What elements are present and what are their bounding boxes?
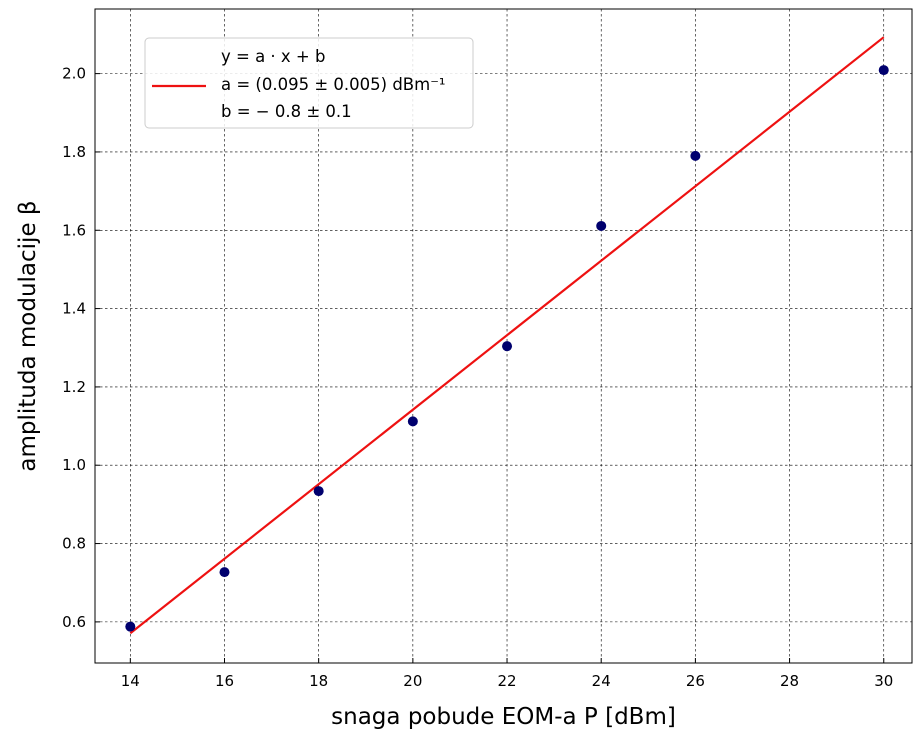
x-tick-label: 20 <box>403 672 422 690</box>
x-tick-label: 14 <box>121 672 140 690</box>
data-point <box>313 486 324 497</box>
x-tick-label: 22 <box>497 672 516 690</box>
y-tick-label: 1.2 <box>62 378 86 396</box>
grid <box>95 9 912 663</box>
y-tick-label: 2.0 <box>62 65 86 83</box>
x-tick-label: 24 <box>592 672 611 690</box>
ticks-layer: 14 16 18 20 22 24 26 28 30 0.6 0.8 1.0 1.2 1.4 1.6 1.8 2… <box>62 65 893 690</box>
x-tick-label: 16 <box>215 672 234 690</box>
legend: y = a · x + b a = (0.095 ± 0.005) dBm⁻¹ … <box>144 37 474 129</box>
legend-entry-line2: a = (0.095 ± 0.005) dBm⁻¹ <box>221 75 446 94</box>
y-tick-label: 1.6 <box>62 221 86 239</box>
y-axis-label: amplituda modulacije β <box>15 200 41 471</box>
y-tick-label: 1.0 <box>62 456 86 474</box>
data-point <box>690 150 701 161</box>
data-point <box>596 220 607 231</box>
plot-frame <box>94 8 913 664</box>
fit-line <box>129 36 885 635</box>
x-tick-label: 28 <box>780 672 799 690</box>
fit-layer <box>129 36 885 635</box>
y-tick-label: 0.6 <box>62 613 86 631</box>
x-tick-label: 30 <box>874 672 893 690</box>
data-point <box>878 65 889 76</box>
x-tick-label: 26 <box>686 672 705 690</box>
y-tick-label: 0.8 <box>62 535 86 553</box>
legend-entry-line3: b = − 0.8 ± 0.1 <box>221 102 352 121</box>
data-point <box>407 416 418 427</box>
points-layer <box>125 65 889 632</box>
y-tick-label: 1.8 <box>62 143 86 161</box>
data-point <box>219 567 230 578</box>
y-tick-label: 1.4 <box>62 300 86 318</box>
x-tick-label: 18 <box>309 672 328 690</box>
data-point <box>125 621 136 632</box>
legend-entry-line1: y = a · x + b <box>221 47 325 66</box>
data-point <box>502 341 513 352</box>
x-axis-label: snaga pobude EOM-a P [dBm] <box>331 704 676 730</box>
legend-box <box>144 37 474 129</box>
